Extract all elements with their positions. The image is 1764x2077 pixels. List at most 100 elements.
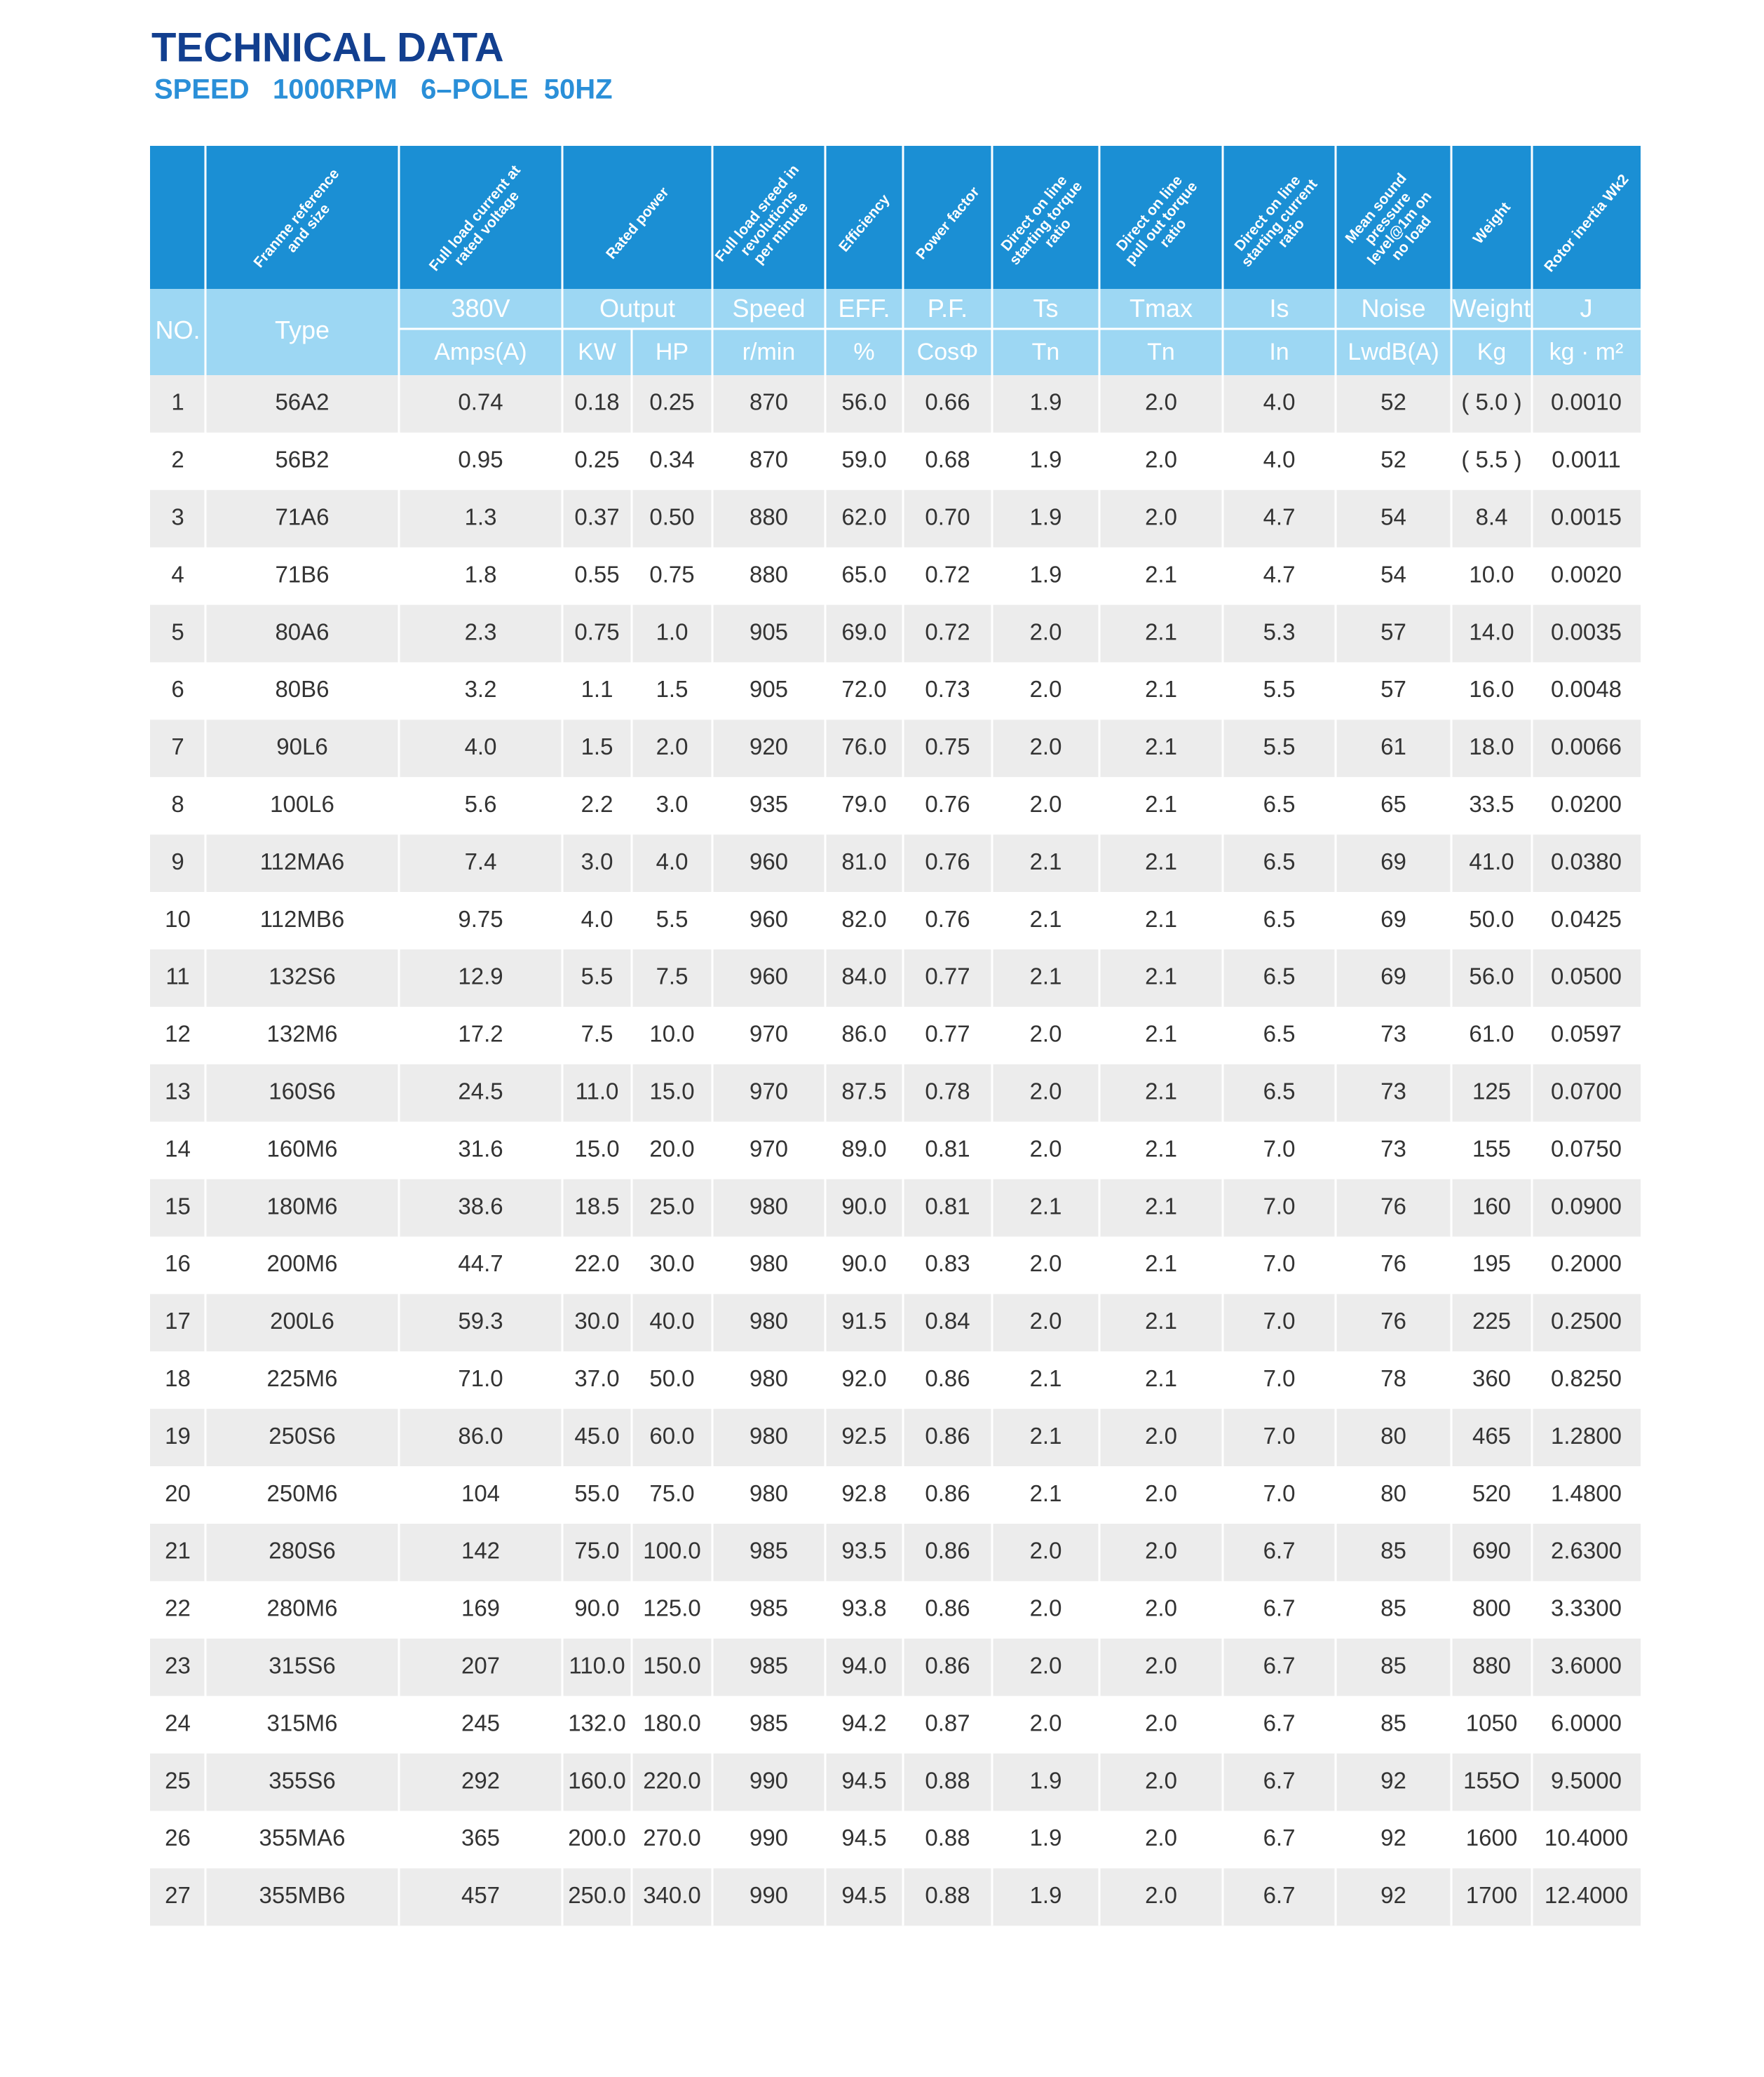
cell: 2.6300 [1551,1538,1622,1564]
cell: 75.0 [574,1538,619,1564]
cell: 20.0 [649,1135,694,1161]
cell: 90.0 [841,1193,886,1219]
cell: 104 [461,1480,500,1506]
cell: 160S6 [269,1078,335,1104]
row-bg [150,1121,1641,1179]
cell: 2.1 [1030,1193,1062,1219]
cell: 60.0 [649,1423,694,1449]
cell: 2.0 [1145,1538,1177,1564]
cell: 0.84 [925,1308,970,1334]
cell: 93.8 [841,1595,886,1621]
cell: 31.6 [458,1135,503,1161]
cell: 7.0 [1263,1423,1296,1449]
cell: 970 [749,1135,788,1161]
cell: 52 [1380,389,1406,415]
cell: 207 [461,1652,500,1678]
row-bg [150,1696,1641,1754]
cell: 73 [1380,1135,1406,1161]
cell: 0.0425 [1551,906,1622,932]
cell: 2.0 [1030,1308,1062,1334]
cell: 4 [171,561,184,587]
cell: 3.0 [581,848,613,874]
cell: 0.0066 [1551,733,1622,759]
cell: 0.68 [925,447,970,473]
cell: 1.4800 [1551,1480,1622,1506]
cell: 132.0 [568,1710,626,1736]
unit-header: r/min [742,339,796,365]
row-bg [150,1466,1641,1524]
cell: 75.0 [649,1480,694,1506]
cell: 54 [1380,503,1406,529]
cell: 2.0 [1145,1423,1177,1449]
cell: 2.1 [1145,963,1177,989]
cell: 5.5 [656,906,688,932]
cell: 86.0 [458,1423,503,1449]
cell: 935 [749,791,788,817]
cell: 457 [461,1882,500,1908]
cell: 0.86 [925,1652,970,1678]
row-bg [150,949,1641,1007]
cell: 62.0 [841,503,886,529]
cell: 155 [1472,1135,1511,1161]
cell: 100L6 [270,791,334,817]
cell: 69 [1380,963,1406,989]
cell: 1050 [1466,1710,1517,1736]
cell: 0.72 [925,561,970,587]
cell: 1 [171,389,184,415]
cell: 71B6 [275,561,329,587]
cell: 0.86 [925,1423,970,1449]
cell: 73 [1380,1021,1406,1047]
cell: 0.86 [925,1480,970,1506]
cell: 2.1 [1030,906,1062,932]
cell: 9 [171,848,184,874]
cell: 160.0 [568,1767,626,1793]
cell: 2.0 [1030,1710,1062,1736]
cell: 7.5 [656,963,688,989]
title: TECHNICAL DATA [151,25,504,70]
cell: 10.0 [649,1021,694,1047]
cell: 250S6 [269,1423,335,1449]
row-bg [150,1409,1641,1467]
cell: 80 [1380,1480,1406,1506]
cell: 25.0 [649,1193,694,1219]
cell: 195 [1472,1250,1511,1276]
cell: 960 [749,963,788,989]
cell: 980 [749,1308,788,1334]
cell: 315S6 [269,1652,335,1678]
cell: 1.1 [581,676,613,702]
cell: 92 [1380,1825,1406,1851]
cell: 3.2 [465,676,497,702]
row-bg [150,489,1641,548]
cell: 2.1 [1145,618,1177,644]
cell: 13 [165,1078,191,1104]
cell: 250.0 [568,1882,626,1908]
column-header: Speed [732,294,805,323]
cell: 980 [749,1423,788,1449]
cell: 0.74 [458,389,503,415]
cell: 19 [165,1423,191,1449]
cell: 2.0 [1030,676,1062,702]
cell: 7.4 [465,848,497,874]
cell: 150.0 [643,1652,701,1678]
cell: 61 [1380,733,1406,759]
cell: 76.0 [841,733,886,759]
cell: 0.70 [925,503,970,529]
cell: 92 [1380,1767,1406,1793]
row-bg [150,777,1641,835]
cell: 1.9 [1030,503,1062,529]
cell: 180.0 [643,1710,701,1736]
cell: 970 [749,1021,788,1047]
cell: 2.0 [656,733,688,759]
cell: 6 [171,676,184,702]
cell: 2.0 [1145,447,1177,473]
cell: 245 [461,1710,500,1736]
cell: 4.0 [656,848,688,874]
cell: 0.87 [925,1710,970,1736]
unit-header: Kg [1477,339,1507,365]
cell: 6.0000 [1551,1710,1622,1736]
cell: 90L6 [276,733,327,759]
column-header: NO. [155,316,200,344]
cell: 2.0 [1145,1652,1177,1678]
cell: 2.0 [1145,1710,1177,1736]
cell: 94.2 [841,1710,886,1736]
